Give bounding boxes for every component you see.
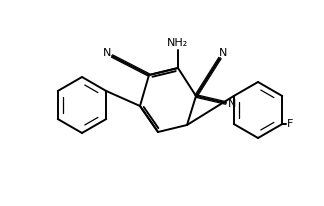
Text: N: N	[219, 48, 227, 58]
Text: N: N	[228, 99, 236, 109]
Text: NH₂: NH₂	[168, 38, 189, 48]
Text: F: F	[287, 119, 294, 129]
Text: N: N	[102, 48, 111, 58]
